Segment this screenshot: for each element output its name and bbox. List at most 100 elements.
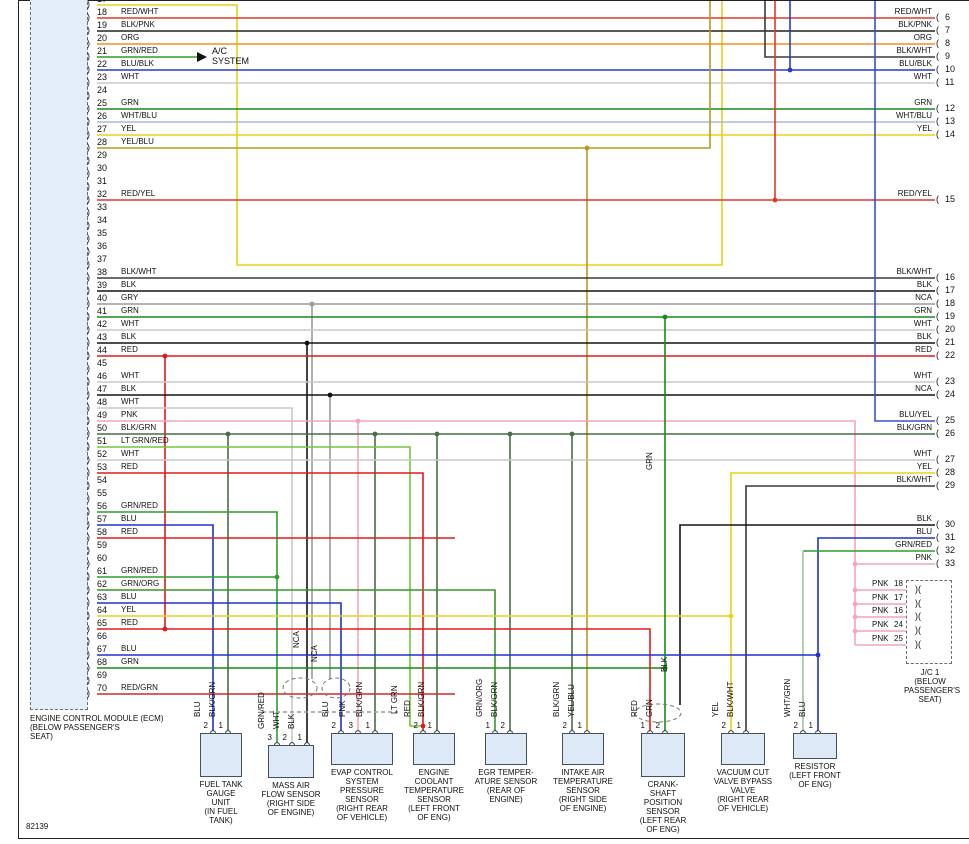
component-pin-number: 2 (793, 721, 798, 730)
ecm-pin-wire-color: BLU (121, 644, 137, 653)
component-name-line: SHAFT (649, 789, 677, 798)
right-terminal-color: NCA (915, 293, 932, 302)
ecm-pin-number: 31 (97, 176, 108, 186)
ecm-pin-wire-color: WHT (121, 371, 140, 380)
component-name-line: SENSOR (566, 786, 600, 795)
ecm-pin-connector: ) (87, 90, 90, 100)
junction-dot (772, 197, 778, 203)
component-pin-number: 1 (485, 721, 490, 730)
component-pin-number: 2 (331, 721, 336, 730)
right-terminal-color: YEL (916, 124, 932, 133)
jc1-wire-color: PNK (872, 606, 889, 615)
ecm-pin-wire-color: BLK/PNK (121, 20, 155, 29)
ecm-pin-number: 65 (97, 618, 108, 628)
ecm-pin-connector: ) (87, 623, 90, 633)
component-name-line: (RIGHT REAR (336, 804, 388, 813)
right-terminal-number: 28 (945, 467, 956, 477)
ecm-pin-connector: ) (87, 38, 90, 48)
component-name: VACUUM CUT VALVE BYPASS VALVE (RIGHT REAR OF… (695, 768, 791, 813)
ecm-pin-wire-color: YEL (121, 605, 137, 614)
ecm-pin-wire-color: GRN (121, 657, 139, 666)
component-pin-number: 1 (218, 721, 223, 730)
ecm-pin-wire-color: RED (121, 527, 138, 536)
component-name: MASS AIR FLOW SENSOR (RIGHT SIDE OF ENGINE) (243, 781, 339, 817)
component-box (485, 733, 527, 765)
component-name-line: EVAP CONTROL (331, 768, 393, 777)
ecm-pin-wire-color: BLK (121, 384, 137, 393)
wire-yel (730, 472, 935, 733)
ecm-pin-wire-color: WHT (121, 397, 140, 406)
component-wire-color: BLK/GRN (355, 681, 364, 717)
ecm-pin-number: 59 (97, 540, 108, 550)
jc1-connector: )( (915, 598, 921, 608)
component-name-line: (REAR OF (486, 786, 526, 795)
ecm-pin-connector: ) (87, 636, 90, 646)
component-pin-number: 1 (427, 721, 432, 730)
ecm-pin-connector: ) (87, 246, 90, 256)
ecm-pin-connector: ) (87, 480, 90, 490)
ecm-pin-wire-color: BLK/WHT (121, 267, 157, 276)
page-border-top (18, 0, 969, 1)
ecm-pin-wire-color: RED (121, 462, 138, 471)
ecm-pin-number: 21 (97, 46, 108, 56)
ecm-pin-wire-color: BLK (121, 280, 137, 289)
component-pin-number: 1 (297, 733, 302, 742)
ecm-pin-connector: ) (87, 103, 90, 113)
component-name-line: INTAKE AIR (561, 768, 605, 777)
ecm-pin-connector: ) (87, 558, 90, 568)
junction-dot (662, 665, 668, 671)
page-border-left (18, 0, 19, 838)
ecm-pin-number: 23 (97, 72, 108, 82)
right-terminal-connector: ( (936, 103, 939, 113)
ecm-pin-wire-color: ORG (121, 33, 140, 42)
ecm-pin-connector: ) (87, 64, 90, 74)
ecm-pin-number: 28 (97, 137, 108, 147)
component-name-line: SENSOR (417, 795, 451, 804)
shield-symbol (321, 677, 351, 699)
component-box (268, 745, 314, 778)
ecm-pin-connector: ) (87, 129, 90, 139)
component-pin-number: 3 (267, 733, 272, 742)
wire-grn-org (97, 589, 496, 733)
right-terminal-number: 11 (945, 77, 955, 87)
jc1-wire-color: PNK (872, 579, 889, 588)
right-terminal-color: WHT (913, 371, 932, 380)
jc1-label: SEAT) (918, 695, 942, 704)
right-terminal-number: 19 (945, 311, 956, 321)
right-terminal-number: 18 (945, 298, 956, 308)
right-terminal-connector: ( (936, 376, 939, 386)
ecm-pin-number: 68 (97, 657, 108, 667)
component-wire-color: PNK (338, 700, 347, 717)
component-name-line: OF ENG) (646, 825, 680, 834)
right-terminal-connector: ( (936, 38, 939, 48)
ecm-pin-wire-color: BLU/BLK (121, 59, 154, 68)
ecm-pin-number: 58 (97, 527, 108, 537)
component-name-line: UNIT (211, 798, 231, 807)
component-wire-color: YEL/BLU (567, 684, 576, 717)
right-terminal-connector: ( (936, 350, 939, 360)
component-pin-number: 1 (808, 721, 813, 730)
component-box (413, 733, 455, 765)
ecm-pin-wire-color: RED (121, 618, 138, 627)
right-terminal-color: ORG (913, 33, 932, 42)
ecm-pin-number: 50 (97, 423, 108, 433)
ecm-pin-connector: ) (87, 688, 90, 698)
ecm-pin-connector: ) (87, 402, 90, 412)
component-name-line: OF ENGINE) (559, 804, 607, 813)
ecm-pin-connector: ) (87, 155, 90, 165)
component-pin-number: 1 (640, 721, 645, 730)
ecm-pin-wire-color: GRN (121, 306, 139, 315)
right-terminal-number: 22 (945, 350, 956, 360)
right-terminal-number: 24 (945, 389, 956, 399)
junction-dot (787, 67, 793, 73)
component-name-line: TEMPERATURE (553, 777, 613, 786)
right-terminal-color: NCA (915, 384, 932, 393)
component-name-line: ENGINE) (489, 795, 523, 804)
component-name-line: (LEFT REAR (639, 816, 687, 825)
junction-dot (225, 431, 231, 437)
ecm-pin-number: 36 (97, 241, 108, 251)
ecm-pin-number: 52 (97, 449, 108, 459)
component-wire-color: RED (630, 700, 639, 717)
diagram-code: 82139 (26, 822, 49, 831)
junction-dot (584, 145, 590, 151)
